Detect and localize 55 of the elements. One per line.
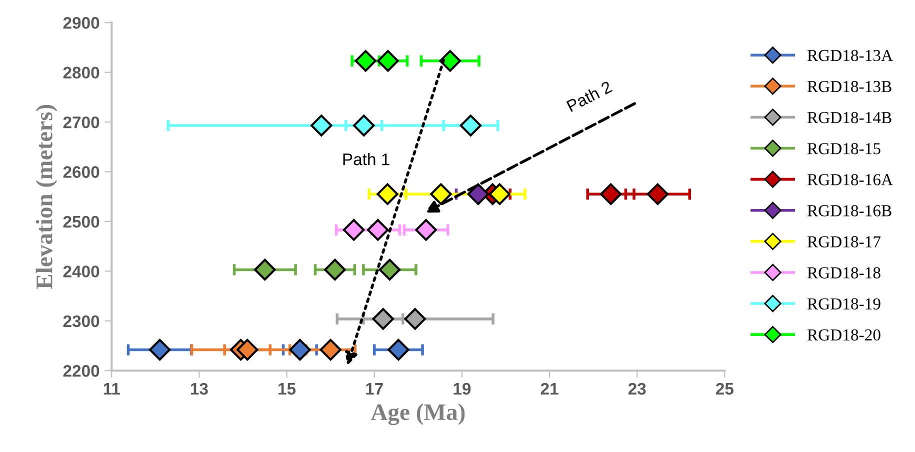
point	[254, 258, 276, 281]
x-tick-label: 15	[278, 383, 296, 395]
y-axis-title: Elevation (meters)	[36, 104, 58, 289]
legend-label: RGD18-13B	[807, 80, 892, 92]
x-tick-label: 17	[366, 383, 383, 395]
point	[404, 308, 426, 330]
point	[376, 183, 398, 205]
y-tick-label: 2500	[63, 216, 100, 228]
legend-label: RGD18-15	[807, 143, 880, 154]
annotation: Path 1	[343, 153, 390, 166]
x-tick-label: 21	[540, 382, 558, 395]
point	[354, 50, 376, 72]
legend-label: RGD18-13A	[807, 50, 893, 62]
x-tick-label: 11	[104, 383, 120, 395]
point	[488, 183, 510, 205]
y-tick-label: 2600	[63, 166, 100, 178]
y-tick-label: 2200	[63, 365, 100, 377]
point	[388, 338, 410, 361]
point	[148, 338, 171, 361]
legend-label: RGD18-16B	[807, 205, 892, 216]
y-tick-label: 2700	[63, 116, 100, 128]
legend-label: RGD18-20	[807, 329, 880, 341]
point	[415, 219, 437, 241]
point	[367, 219, 389, 241]
y-tick-label: 2400	[63, 266, 100, 278]
point	[467, 183, 490, 205]
legend-label: RGD18-14B	[807, 112, 892, 124]
point	[460, 114, 482, 136]
point	[236, 338, 258, 361]
legend-label: RGD18-19	[807, 298, 880, 310]
x-axis-title: Age (Ma)	[370, 404, 465, 426]
x-tick-label: 13	[190, 382, 208, 395]
y-tick-label: 2900	[63, 17, 100, 29]
legend-label: RGD18-17	[807, 236, 881, 248]
point	[352, 114, 375, 136]
point	[372, 308, 394, 330]
y-tick-label: 2800	[63, 66, 100, 79]
legend-label: RGD18-18	[807, 267, 880, 278]
point	[377, 50, 399, 72]
point	[439, 50, 461, 72]
point	[342, 219, 365, 241]
x-tick-label: 23	[628, 382, 646, 395]
point	[378, 258, 401, 281]
point	[646, 183, 669, 205]
legend-label: RGD18-16A	[807, 174, 893, 186]
annotation: Path 2	[566, 80, 613, 112]
point	[600, 183, 622, 205]
y-tick-label: 2300	[63, 315, 100, 328]
point	[310, 114, 332, 136]
point	[320, 338, 342, 361]
point	[324, 258, 346, 281]
x-tick-label: 25	[716, 382, 734, 395]
point	[289, 338, 311, 361]
x-tick-label: 19	[454, 382, 471, 395]
point	[430, 183, 452, 205]
